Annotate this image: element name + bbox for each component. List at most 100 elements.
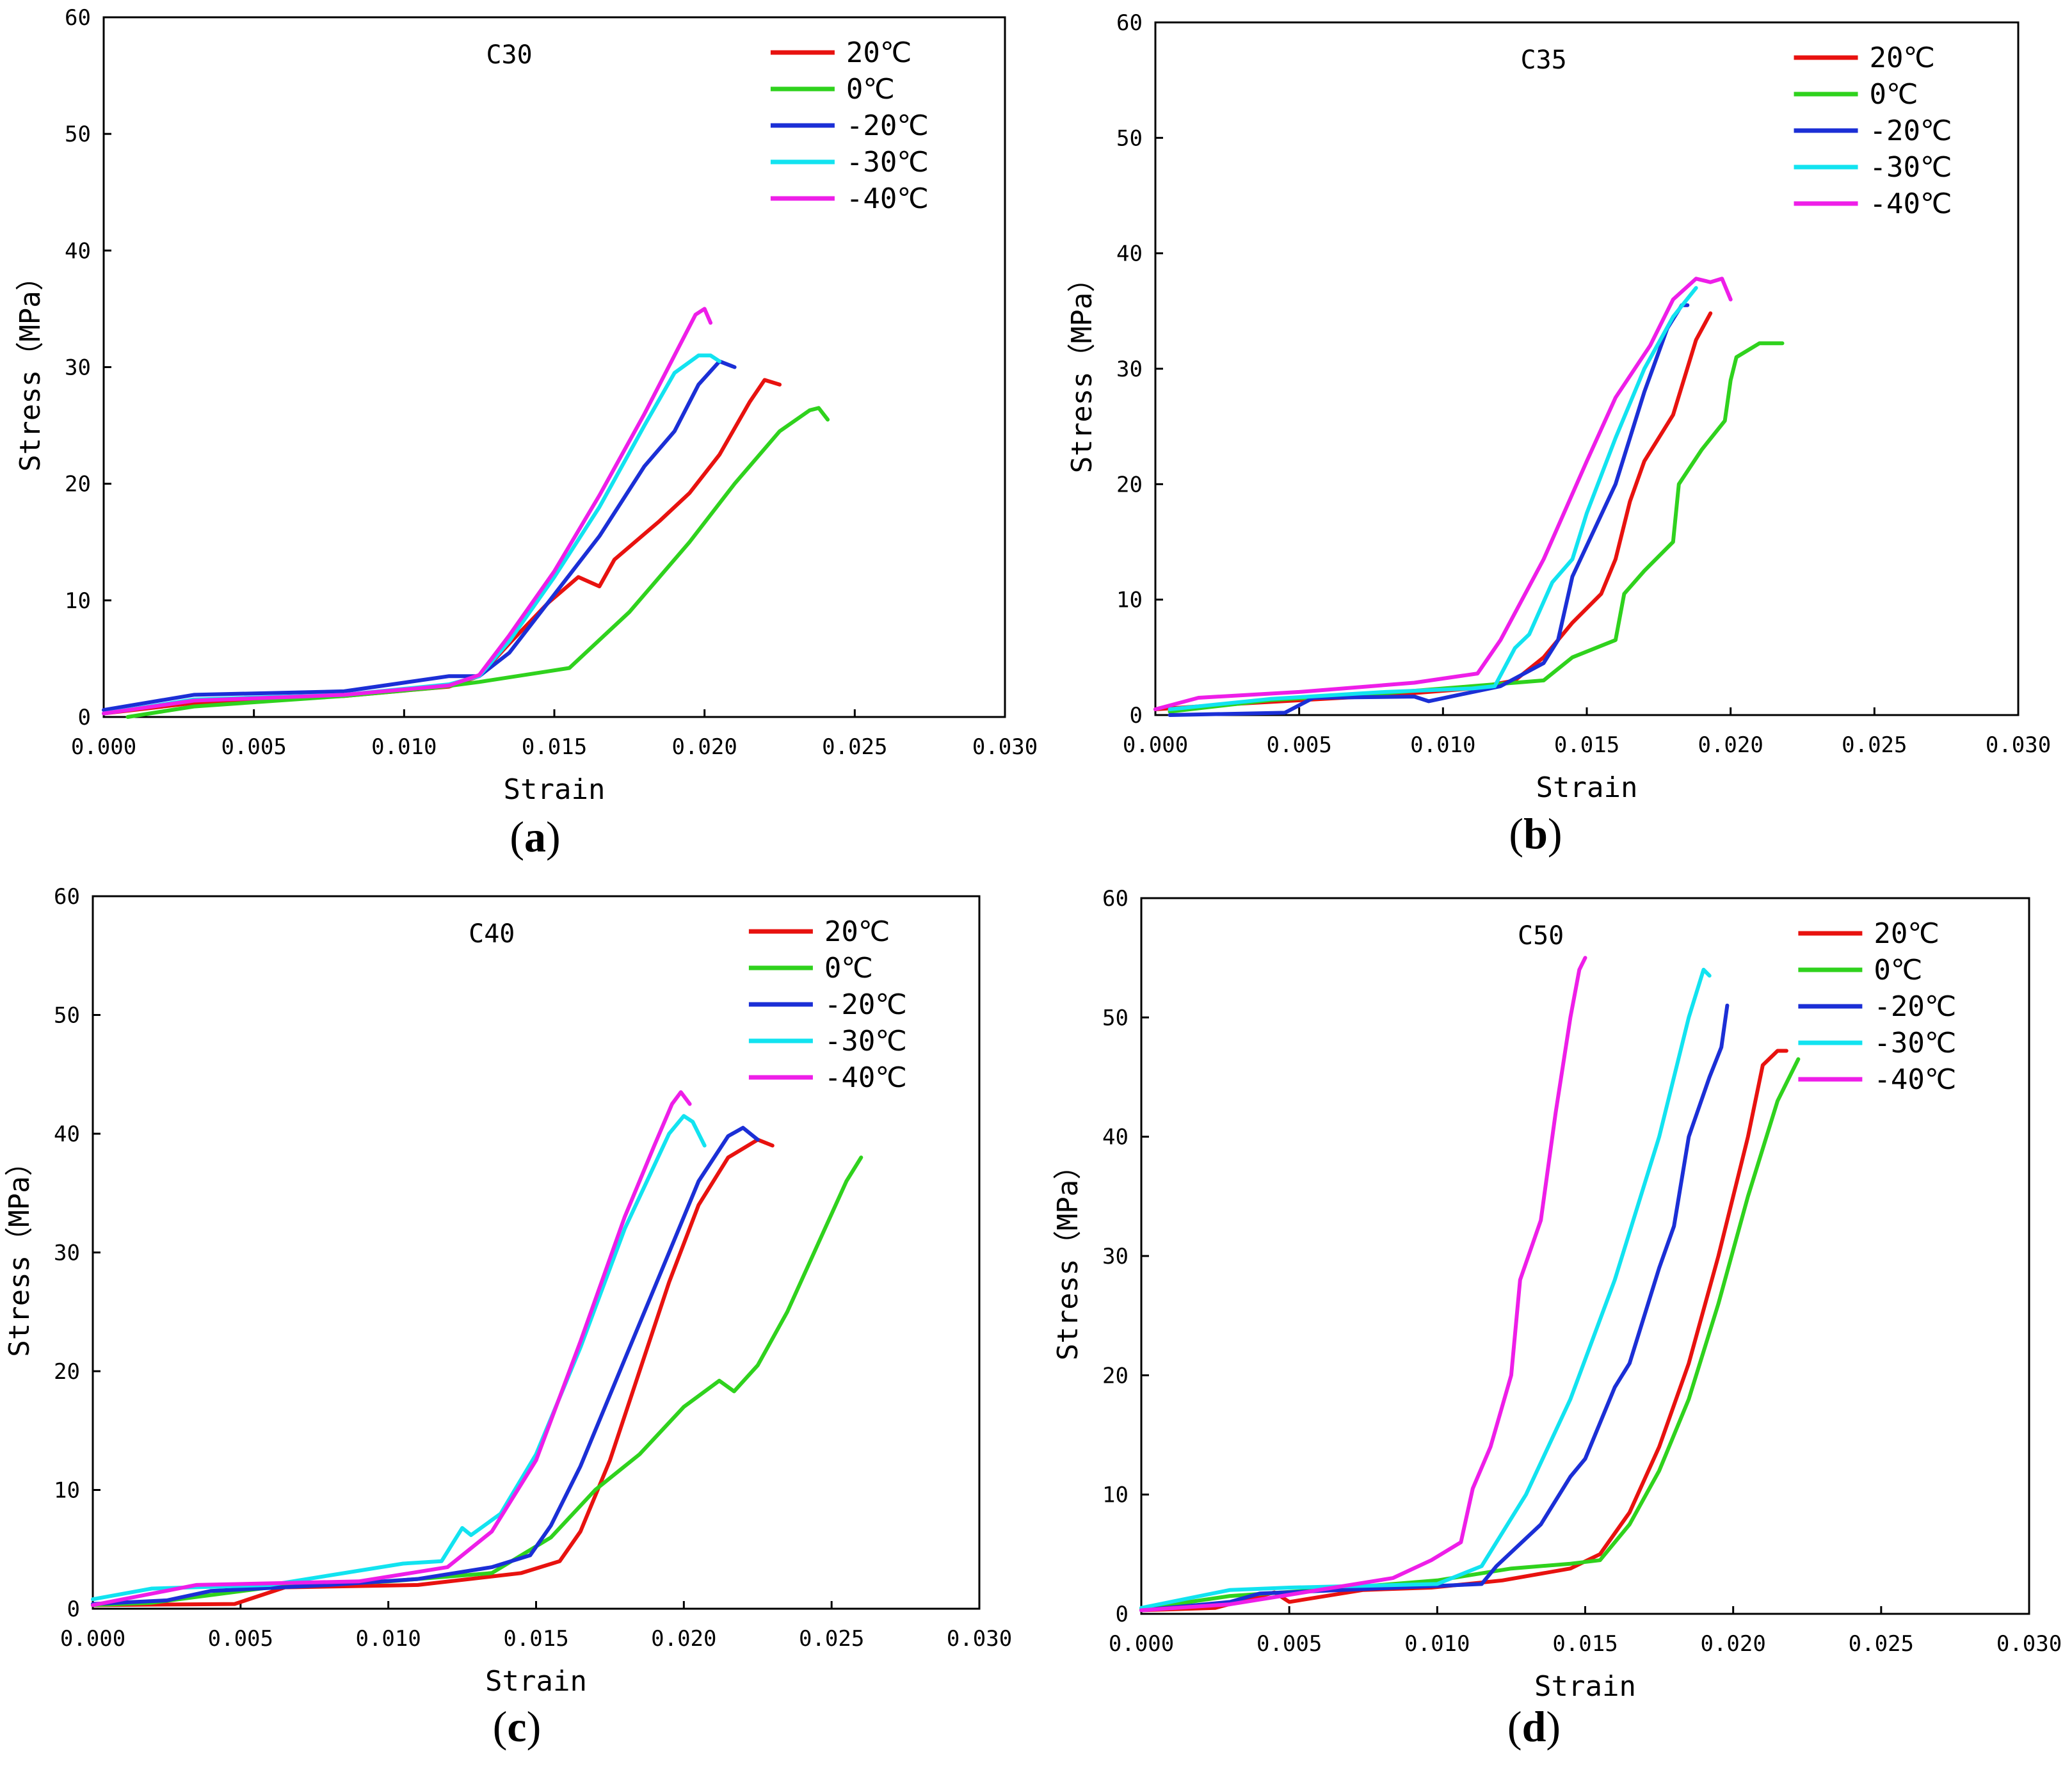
legend-label: -20℃ — [1874, 990, 1956, 1023]
x-tick-label: 0.030 — [1986, 732, 2051, 758]
legend-label: -40℃ — [824, 1061, 907, 1094]
legend-label: 20℃ — [846, 36, 912, 69]
series-line-5 — [1139, 956, 1587, 1613]
y-tick-label: 0 — [1130, 703, 1143, 729]
series-line-1 — [1139, 1049, 1788, 1613]
legend-label: -40℃ — [1870, 188, 1952, 220]
legend-label: 20℃ — [1874, 917, 1939, 950]
chart-title: C40 — [469, 919, 515, 949]
legend-label: -30℃ — [846, 146, 929, 179]
x-tick-label: 0.015 — [1552, 1631, 1618, 1657]
y-tick-label: 50 — [1116, 125, 1143, 151]
y-tick-label: 40 — [1102, 1125, 1128, 1150]
y-tick-label: 0 — [1116, 1602, 1128, 1627]
y-tick-label: 30 — [54, 1241, 80, 1266]
y-tick-label: 60 — [65, 5, 91, 31]
caption-letter: c — [507, 1702, 526, 1751]
y-tick-label: 30 — [1116, 357, 1143, 382]
y-tick-label: 0 — [78, 705, 91, 730]
panel-caption: (a) — [510, 812, 560, 861]
y-tick-label: 20 — [54, 1359, 80, 1385]
caption-close-paren: ) — [1546, 1702, 1561, 1751]
caption-open-paren: ( — [493, 1702, 508, 1751]
series-line-4 — [1139, 967, 1712, 1610]
caption-open-paren: ( — [1507, 1702, 1522, 1751]
series-line-3 — [102, 359, 737, 712]
x-tick-label: 0.015 — [503, 1626, 568, 1652]
chart-title: C50 — [1518, 921, 1564, 951]
y-tick-label: 10 — [1102, 1483, 1128, 1508]
x-tick-label: 0.000 — [1109, 1631, 1174, 1657]
x-tick-label: 0.020 — [1698, 732, 1763, 758]
panel-caption: (c) — [493, 1702, 542, 1751]
caption-open-paren: ( — [1509, 809, 1523, 858]
series-line-5 — [91, 1090, 692, 1607]
caption-letter: d — [1522, 1702, 1546, 1751]
chart-title: C35 — [1520, 45, 1566, 75]
y-tick-label: 20 — [1116, 472, 1143, 497]
chart-panel-a: 0.000 0.005 0.010 0.015 0.020 0.025 0.030 0 10 20… — [14, 5, 1038, 861]
x-tick-label: 0.020 — [671, 734, 737, 760]
legend-label: 0℃ — [846, 73, 895, 106]
x-tick-label: 0.015 — [1554, 732, 1619, 758]
y-tick-label: 0 — [67, 1597, 80, 1622]
x-tick-label: 0.010 — [355, 1626, 421, 1652]
x-tick-label: 0.030 — [947, 1626, 1012, 1652]
x-tick-label: 0.025 — [799, 1626, 864, 1652]
legend-label: 0℃ — [824, 952, 873, 985]
caption-close-paren: ) — [1548, 809, 1562, 858]
legend-label: 0℃ — [1870, 78, 1918, 111]
chart-panel-d: 0.000 0.005 0.010 0.015 0.020 0.025 0.030 0 10 20… — [1052, 886, 2062, 1751]
x-tick-label: 0.005 — [1257, 1631, 1322, 1657]
x-tick-label: 0.020 — [1700, 1631, 1765, 1657]
x-axis-label: Strain — [504, 773, 606, 806]
x-tick-label: 0.010 — [371, 734, 437, 760]
x-tick-label: 0.030 — [972, 734, 1038, 760]
y-axis-label: Stress（MPa） — [14, 262, 47, 471]
x-tick-label: 0.025 — [822, 734, 887, 760]
x-tick-label: 0.005 — [208, 1626, 273, 1652]
caption-letter: b — [1523, 809, 1548, 858]
legend-label: -20℃ — [824, 988, 907, 1021]
series-line-5 — [102, 307, 713, 716]
y-tick-label: 50 — [54, 1003, 80, 1029]
x-tick-label: 0.000 — [60, 1626, 125, 1652]
chart-panel-c: 0.000 0.005 0.010 0.015 0.020 0.025 0.030 0 10 20… — [3, 884, 1012, 1751]
y-tick-label: 50 — [1102, 1005, 1128, 1031]
legend-label: 20℃ — [1870, 42, 1935, 74]
y-tick-label: 30 — [65, 355, 91, 381]
x-tick-label: 0.005 — [221, 734, 286, 760]
x-axis-label: Strain — [1536, 771, 1638, 804]
y-tick-label: 10 — [1116, 588, 1143, 613]
y-tick-label: 60 — [1102, 886, 1128, 912]
x-tick-label: 0.010 — [1410, 732, 1475, 758]
y-tick-label: 10 — [54, 1478, 80, 1504]
legend-label: 20℃ — [824, 915, 890, 948]
legend-label: 0℃ — [1874, 954, 1922, 986]
series-line-3 — [91, 1125, 760, 1606]
y-tick-label: 20 — [65, 472, 91, 497]
legend-label: -20℃ — [1870, 115, 1952, 147]
chart-panel-b: 0.000 0.005 0.010 0.015 0.020 0.025 0.030 0 10 20… — [1066, 10, 2051, 858]
x-tick-label: 0.030 — [1996, 1631, 2062, 1657]
x-axis-label: Strain — [485, 1665, 587, 1698]
x-tick-label: 0.025 — [1849, 1631, 1914, 1657]
series-line-3 — [1139, 1003, 1730, 1613]
caption-open-paren: ( — [510, 812, 524, 861]
x-tick-label: 0.020 — [651, 1626, 716, 1652]
x-tick-label: 0.005 — [1266, 732, 1331, 758]
x-tick-label: 0.010 — [1404, 1631, 1470, 1657]
x-tick-label: 0.000 — [1123, 732, 1188, 758]
y-tick-label: 40 — [1116, 241, 1143, 267]
series-line-1 — [1153, 311, 1713, 711]
legend-label: -20℃ — [846, 109, 929, 142]
y-tick-label: 50 — [65, 122, 91, 147]
legend-label: -30℃ — [1874, 1027, 1956, 1059]
x-axis-label: Strain — [1534, 1670, 1636, 1703]
legend-label: -30℃ — [1870, 151, 1952, 184]
y-tick-label: 40 — [65, 238, 91, 264]
caption-close-paren: ) — [527, 1702, 542, 1751]
y-tick-label: 40 — [54, 1122, 80, 1147]
x-tick-label: 0.000 — [71, 734, 136, 760]
